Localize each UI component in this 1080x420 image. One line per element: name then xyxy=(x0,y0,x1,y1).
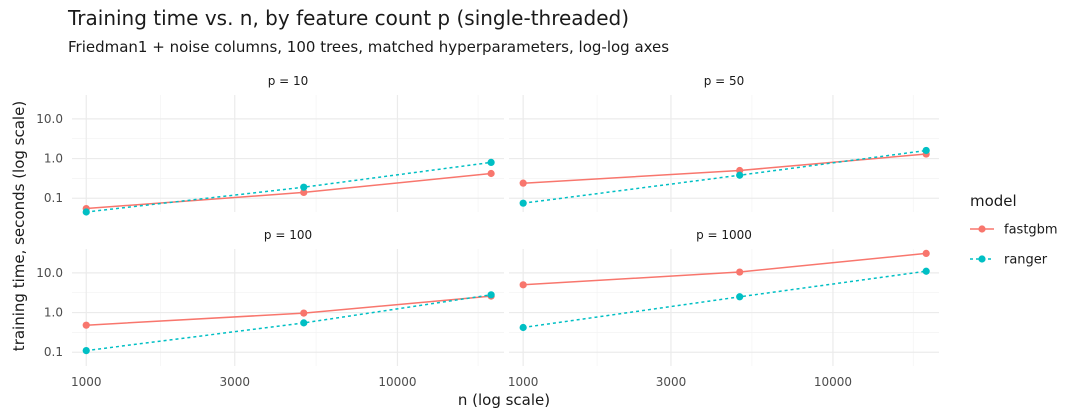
data-point-ranger xyxy=(82,208,90,216)
x-tick-label: 10000 xyxy=(378,375,416,389)
x-tick-label: 10000 xyxy=(814,375,852,389)
x-tick-label: 1000 xyxy=(508,375,539,389)
data-point-ranger xyxy=(736,171,744,179)
data-point-ranger xyxy=(82,346,90,355)
series-line-fastgbm xyxy=(523,252,927,286)
legend-key-point xyxy=(978,255,986,263)
x-tick-label: 1000 xyxy=(71,375,102,389)
legend-item-ranger: ranger xyxy=(970,253,1048,268)
y-tick-label: 10.0 xyxy=(36,266,63,280)
data-point-fastgbm xyxy=(487,169,495,178)
data-point-fastgbm xyxy=(519,179,527,187)
data-point-fastgbm xyxy=(82,321,90,329)
facet-panel: p = 100 0.1 1.0 10.0 1000 3000 10000 xyxy=(36,228,504,389)
x-axis-label: n (log scale) xyxy=(458,391,550,409)
series-line-fastgbm xyxy=(86,295,492,326)
data-point-fastgbm xyxy=(736,268,744,276)
data-point-fastgbm xyxy=(300,309,308,317)
legend: model fastgbm ranger xyxy=(970,192,1058,268)
data-point-ranger xyxy=(736,293,744,301)
data-point-ranger xyxy=(519,199,527,207)
y-tick-label: 0.1 xyxy=(44,191,63,205)
series-line-ranger xyxy=(86,294,492,352)
data-point-fastgbm xyxy=(922,249,930,257)
legend-label: fastgbm xyxy=(1004,223,1058,238)
y-axis-label: training time, seconds (log scale) xyxy=(10,101,28,351)
series-line-fastgbm xyxy=(86,172,492,210)
y-tick-label: 1.0 xyxy=(44,306,63,320)
chart-title: Training time vs. n, by feature count p … xyxy=(67,6,629,30)
series-line-ranger xyxy=(86,161,492,213)
legend-title: model xyxy=(970,192,1017,210)
x-tick-label: 3000 xyxy=(219,375,250,389)
data-point-ranger xyxy=(487,291,495,299)
y-tick-label: 10.0 xyxy=(36,112,63,126)
legend-item-fastgbm: fastgbm xyxy=(970,223,1058,238)
data-point-fastgbm xyxy=(519,281,527,289)
facet-label: p = 100 xyxy=(264,228,312,242)
chart-subtitle: Friedman1 + noise columns, 100 trees, ma… xyxy=(68,38,669,56)
facet-label: p = 50 xyxy=(704,74,745,88)
facet-label: p = 10 xyxy=(268,74,309,88)
legend-label: ranger xyxy=(1004,253,1048,268)
x-tick-label: 3000 xyxy=(656,375,687,389)
data-point-ranger xyxy=(922,267,930,275)
legend-key-point xyxy=(978,225,986,233)
series-line-ranger xyxy=(523,270,927,329)
facet-panels: p = 10 0.1 1.0 10.0 p = 50 p = 100 0.1 1.0 10.0 1… xyxy=(36,74,939,389)
data-point-ranger xyxy=(300,319,308,327)
data-point-ranger xyxy=(922,146,930,155)
y-tick-label: 1.0 xyxy=(44,152,63,166)
facet-label: p = 1000 xyxy=(696,228,752,242)
data-point-ranger xyxy=(519,323,527,332)
data-point-ranger xyxy=(300,183,308,191)
facet-panel: p = 1000 1000 3000 10000 xyxy=(508,228,939,389)
y-tick-label: 0.1 xyxy=(44,345,63,359)
data-point-ranger xyxy=(487,158,495,167)
data-point-fastgbm xyxy=(300,188,308,197)
facet-panel: p = 10 0.1 1.0 10.0 xyxy=(36,74,504,216)
facet-panel: p = 50 xyxy=(509,74,939,212)
